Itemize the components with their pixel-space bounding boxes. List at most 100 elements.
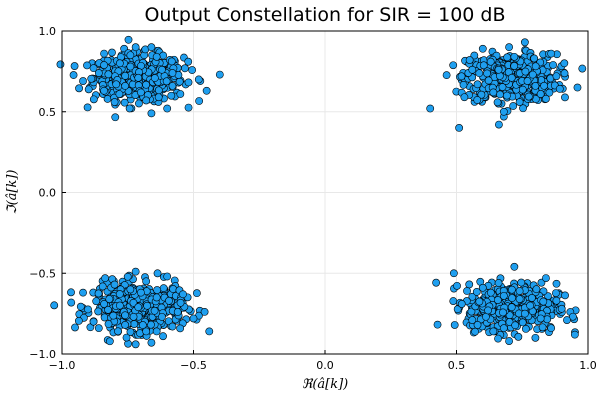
- scatter-point: [147, 338, 156, 347]
- scatter-point: [152, 327, 161, 336]
- scatter-point: [165, 296, 173, 305]
- scatter-point: [121, 321, 130, 329]
- scatter-point: [539, 297, 548, 306]
- scatter-point: [459, 80, 468, 89]
- scatter-point: [167, 91, 176, 100]
- scatter-point: [120, 98, 129, 107]
- scatter-point: [205, 327, 214, 336]
- scatter-point: [489, 327, 498, 336]
- y-axis-label: ℑ(â[k]): [5, 170, 20, 215]
- scatter-point: [557, 304, 566, 313]
- scatter-point: [100, 49, 108, 58]
- x-tick-label: 0.0: [316, 359, 334, 372]
- scatter-point: [449, 269, 458, 278]
- scatter-point: [84, 305, 92, 314]
- scatter-point: [153, 286, 162, 294]
- scatter-point: [540, 81, 549, 90]
- scatter-point: [98, 282, 107, 291]
- scatter-point: [503, 91, 511, 100]
- scatter-point: [179, 290, 187, 299]
- scatter-point: [126, 328, 135, 336]
- scatter-point: [507, 73, 516, 82]
- scatter-point: [549, 61, 557, 69]
- scatter-point: [560, 69, 569, 78]
- scatter-point: [560, 59, 569, 68]
- scatter-point: [532, 285, 541, 294]
- scatter-point: [105, 337, 114, 346]
- scatter-point: [200, 307, 209, 316]
- scatter-point: [505, 43, 513, 52]
- scatter-point: [94, 289, 103, 298]
- scatter-point: [168, 82, 177, 90]
- scatter-point: [168, 69, 177, 77]
- scatter-point: [573, 83, 582, 92]
- scatter-point: [89, 95, 98, 104]
- scatter-point: [94, 324, 103, 333]
- scatter-point: [473, 321, 482, 329]
- scatter-point: [79, 77, 87, 85]
- scatter-point: [449, 297, 458, 305]
- scatter-point: [138, 321, 147, 329]
- scatter-point: [115, 90, 124, 99]
- scatter-point: [453, 281, 461, 290]
- scatter-point: [163, 272, 172, 281]
- y-tick-label: 0.5: [39, 106, 57, 119]
- scatter-point: [542, 94, 550, 103]
- scatter-point: [104, 70, 113, 79]
- scatter-point: [478, 44, 487, 53]
- scatter-point: [150, 74, 159, 82]
- scatter-point: [442, 71, 451, 80]
- scatter-point: [100, 313, 109, 322]
- scatter-point: [159, 332, 167, 341]
- scatter-point: [508, 285, 516, 294]
- scatter-point: [552, 72, 561, 81]
- scatter-point: [467, 307, 476, 316]
- scatter-point: [79, 288, 87, 297]
- scatter-point: [526, 301, 535, 310]
- scatter-point: [493, 296, 502, 304]
- scatter-point: [471, 327, 479, 336]
- scatter-point: [184, 103, 193, 112]
- scatter-point: [169, 285, 178, 293]
- scatter-point: [109, 311, 118, 320]
- scatter-point: [158, 65, 166, 74]
- scatter-point: [484, 76, 493, 85]
- scatter-point: [552, 296, 561, 305]
- scatter-point: [493, 98, 502, 107]
- scatter-point: [517, 278, 526, 287]
- scatter-point: [164, 317, 173, 326]
- scatter-point: [465, 56, 474, 64]
- scatter-point: [511, 321, 520, 330]
- scatter-point: [121, 311, 130, 320]
- scatter-point: [561, 93, 569, 102]
- scatter-point: [472, 287, 481, 296]
- scatter-point: [115, 290, 124, 298]
- scatter-point: [536, 90, 545, 98]
- scatter-point: [84, 85, 93, 94]
- scatter-point: [168, 322, 177, 331]
- scatter-point: [568, 312, 577, 321]
- scatter-point: [134, 303, 143, 312]
- scatter-point: [83, 61, 91, 70]
- scatter-point: [129, 312, 138, 321]
- scatter-point: [100, 61, 108, 69]
- scatter-point: [531, 62, 540, 71]
- scatter-point: [514, 332, 523, 341]
- scatter-point: [125, 104, 134, 113]
- scatter-point: [135, 99, 143, 108]
- scatter-point: [69, 71, 78, 79]
- scatter-point: [455, 124, 464, 132]
- scatter-point: [154, 93, 163, 102]
- scatter-point: [142, 80, 150, 89]
- scatter-point: [134, 73, 143, 82]
- scatter-point: [552, 279, 561, 288]
- scatter-point: [515, 98, 524, 106]
- scatter-point: [150, 306, 159, 315]
- scatter-point: [479, 61, 488, 70]
- scatter-point: [110, 280, 119, 289]
- scatter-point: [67, 288, 75, 297]
- scatter-point: [468, 292, 477, 301]
- scatter-point: [158, 312, 166, 321]
- scatter-point: [486, 288, 495, 297]
- y-tick-label: −0.5: [29, 267, 56, 280]
